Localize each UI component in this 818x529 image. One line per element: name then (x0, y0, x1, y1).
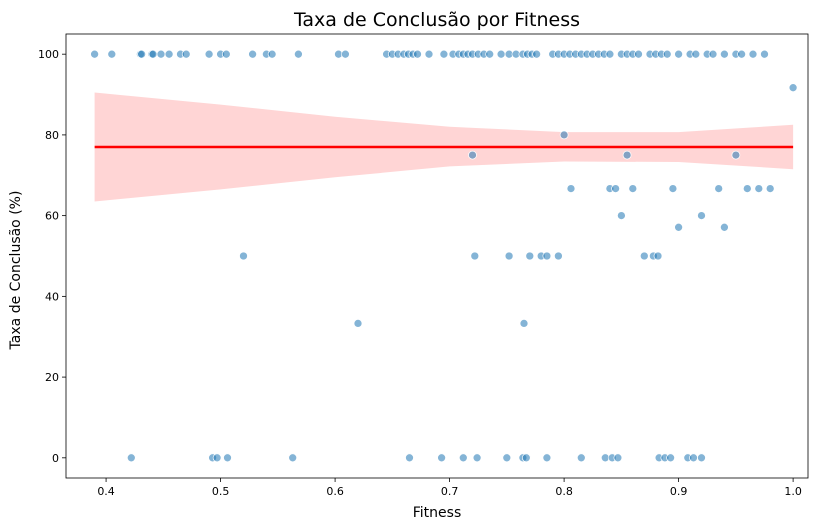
data-point (221, 49, 231, 59)
data-point (126, 453, 136, 463)
data-point (617, 211, 626, 220)
data-point (341, 49, 350, 59)
data-point (532, 49, 541, 59)
data-point (107, 49, 117, 59)
data-point (239, 251, 248, 261)
data-point (181, 49, 191, 59)
data-point (424, 49, 434, 59)
data-point (485, 49, 495, 59)
data-point (519, 319, 529, 328)
data-point (502, 453, 512, 463)
y-tick-label: 20 (45, 371, 59, 384)
x-tick-label: 1.0 (784, 485, 802, 498)
data-point (470, 251, 480, 261)
data-point (542, 453, 552, 463)
data-point (212, 453, 222, 463)
data-point (737, 49, 746, 59)
data-point (653, 251, 663, 261)
axes: 0.4 0.5 0.6 0.7 0.8 0.9 1.0 0 20 40 60 80 100 (38, 33, 809, 498)
data-point (559, 130, 569, 140)
data-point (788, 83, 798, 93)
data-point (754, 184, 764, 193)
data-point (156, 49, 166, 59)
data-point (611, 184, 620, 193)
data-point (691, 49, 701, 59)
data-point (622, 150, 632, 160)
data-point (697, 453, 706, 463)
data-point (566, 184, 576, 193)
data-point (708, 49, 718, 59)
data-point (697, 211, 706, 220)
data-point (525, 251, 535, 261)
x-tick-label: 0.8 (555, 485, 573, 498)
data-point (137, 49, 146, 59)
data-point (760, 49, 769, 59)
data-point (521, 453, 531, 463)
data-point (748, 49, 758, 59)
data-point (439, 49, 449, 59)
x-tick-label: 0.4 (97, 485, 115, 498)
data-point (576, 453, 586, 463)
data-point (294, 49, 303, 59)
data-point (613, 453, 623, 463)
data-point (628, 184, 638, 193)
data-point (674, 49, 683, 59)
x-tick-label: 0.9 (670, 485, 688, 498)
y-tick-label: 40 (45, 290, 59, 303)
data-point (605, 49, 615, 59)
data-point (148, 49, 158, 59)
data-point (662, 49, 672, 59)
y-tick-label: 100 (38, 48, 59, 61)
data-point (554, 251, 563, 261)
data-point (742, 184, 752, 193)
data-point (267, 49, 277, 59)
data-point (689, 453, 698, 463)
data-point (765, 184, 775, 193)
data-point (668, 184, 678, 193)
data-point (353, 319, 363, 328)
x-axis-label: Fitness (413, 505, 462, 521)
data-point (639, 251, 649, 261)
x-tick-label: 0.7 (441, 485, 459, 498)
data-point (504, 251, 514, 261)
plot-frame (65, 33, 809, 479)
points-layer (90, 49, 798, 463)
y-tick-label: 0 (52, 452, 59, 465)
data-point (714, 184, 724, 193)
data-point (496, 49, 506, 59)
data-point (164, 49, 174, 59)
data-point (720, 49, 729, 59)
data-point (666, 453, 675, 463)
x-tick-label: 0.6 (326, 485, 344, 498)
chart-title: Taxa de Conclusão por Fitness (293, 9, 580, 31)
data-point (720, 222, 729, 232)
data-point (288, 453, 298, 463)
data-point (731, 150, 741, 160)
data-point (458, 453, 468, 463)
data-point (472, 453, 482, 463)
data-point (90, 49, 99, 59)
data-point (674, 222, 683, 232)
data-point (204, 49, 214, 59)
data-point (542, 251, 552, 261)
data-point (405, 453, 414, 463)
y-tick-label: 60 (45, 210, 59, 223)
data-point (634, 49, 643, 59)
y-tick-label: 80 (45, 129, 59, 142)
data-point (468, 150, 477, 160)
data-point (223, 453, 232, 463)
data-point (437, 453, 446, 463)
data-point (248, 49, 257, 59)
data-point (413, 49, 422, 59)
x-tick-label: 0.5 (212, 485, 230, 498)
y-axis-label: Taxa de Conclusão (%) (8, 191, 24, 351)
